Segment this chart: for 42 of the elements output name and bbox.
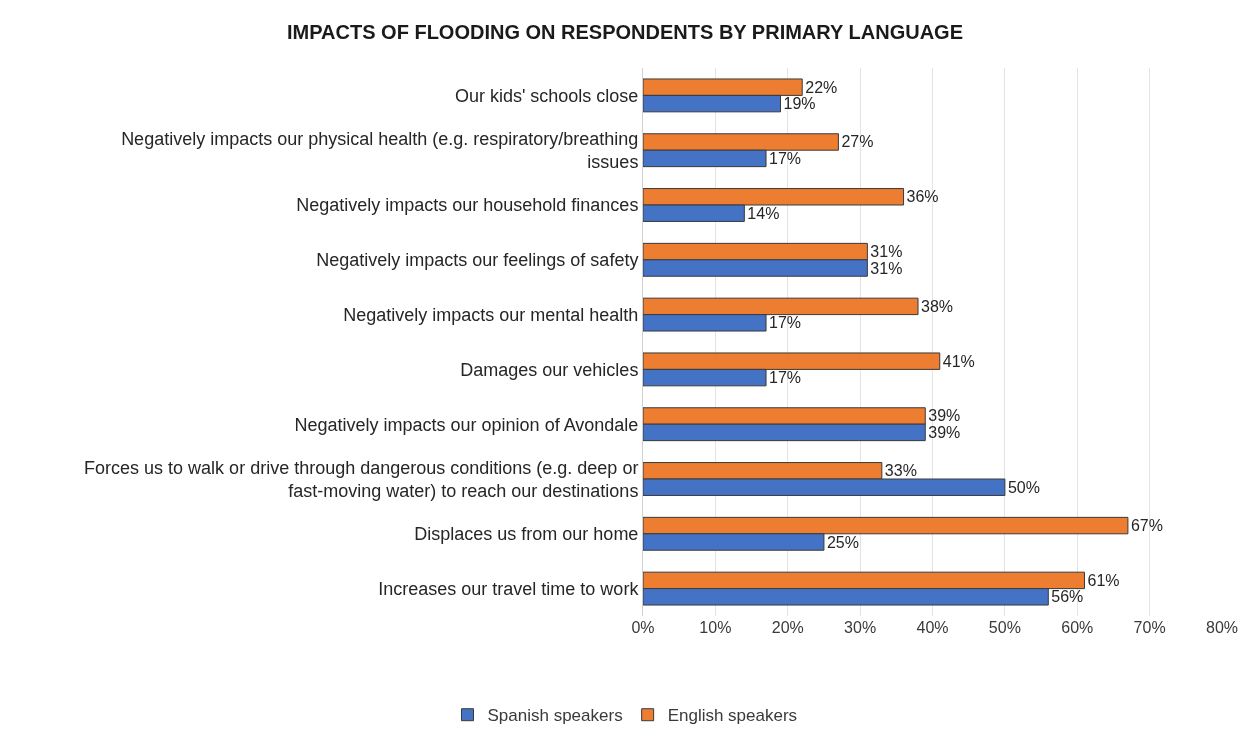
data-label: 31% <box>870 259 903 277</box>
data-label: 41% <box>942 352 975 370</box>
y-tick-label: Negatively impacts our feelings of safety <box>316 250 639 271</box>
y-tick-label: Negatively impacts our opinion of Avondale <box>294 414 639 435</box>
data-label: 17% <box>769 369 802 387</box>
x-tick-label: 20% <box>771 619 804 636</box>
data-label: 67% <box>1130 517 1163 535</box>
data-label: 19% <box>783 95 816 113</box>
x-tick-label: 10% <box>699 619 732 636</box>
data-label: 17% <box>769 314 802 332</box>
data-label: 50% <box>1007 478 1040 496</box>
data-label: 38% <box>921 297 954 315</box>
data-label: 56% <box>1051 588 1084 606</box>
data-label: 39% <box>928 407 961 425</box>
y-tick-label: Displaces us from our home <box>414 524 639 545</box>
chart-title: IMPACTS OF FLOODING ON RESPONDENTS BY PRIMARY LANGUAGE <box>287 21 963 43</box>
x-tick-label: 50% <box>988 619 1021 636</box>
data-label: 36% <box>906 188 939 206</box>
data-label: 33% <box>884 462 917 480</box>
data-label: 27% <box>841 133 874 151</box>
y-tick-label: Negatively impacts our physical health (e.g. respiratory/breathing issues <box>121 128 639 173</box>
data-label: 14% <box>747 204 780 222</box>
x-tick-label: 80% <box>1205 619 1239 636</box>
x-tick-label: 60% <box>1061 619 1094 636</box>
x-tick-label: 70% <box>1133 619 1166 636</box>
legend-label: English speakers <box>667 706 798 726</box>
data-label: 17% <box>769 149 802 167</box>
legend-label: Spanish speakers <box>487 706 623 726</box>
y-tick-label: Increases our travel time to work <box>378 578 640 599</box>
data-label: 25% <box>826 533 859 551</box>
data-label: 39% <box>928 423 961 441</box>
data-label: 22% <box>805 78 838 96</box>
data-label: 31% <box>870 243 903 261</box>
x-tick-label: 40% <box>916 619 949 636</box>
data-label: 61% <box>1087 571 1120 589</box>
y-tick-label: Our kids' schools close <box>454 85 639 106</box>
y-tick-label: Forces us to walk or drive through dangerous conditions (e.g. deep or fast-moving water) to reach our destinations <box>84 457 639 501</box>
y-tick-label: Damages our vehicles <box>460 359 639 380</box>
x-tick-label: 30% <box>844 619 877 636</box>
y-tick-label: Negatively impacts our mental health <box>343 304 639 325</box>
y-tick-label: Negatively impacts our household finances <box>296 195 639 216</box>
x-tick-label: 0% <box>631 619 655 636</box>
